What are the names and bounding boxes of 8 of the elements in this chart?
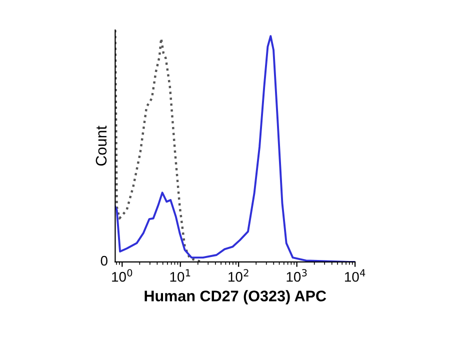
x-tick-label: 10$^{4}$ — [345, 269, 366, 282]
x-axis-title: Human CD27 (O323) APC — [144, 290, 326, 304]
x-tick-label: 10$^{1}$ — [170, 269, 190, 282]
text: 0 — [100, 256, 108, 266]
x-tick-label: 10$^{2}$ — [228, 269, 248, 282]
x-tick-label: 10$^{0}$ — [112, 269, 132, 282]
x-tick-label: 10$^{3}$ — [286, 269, 307, 282]
y-axis-title: Count — [96, 126, 107, 166]
